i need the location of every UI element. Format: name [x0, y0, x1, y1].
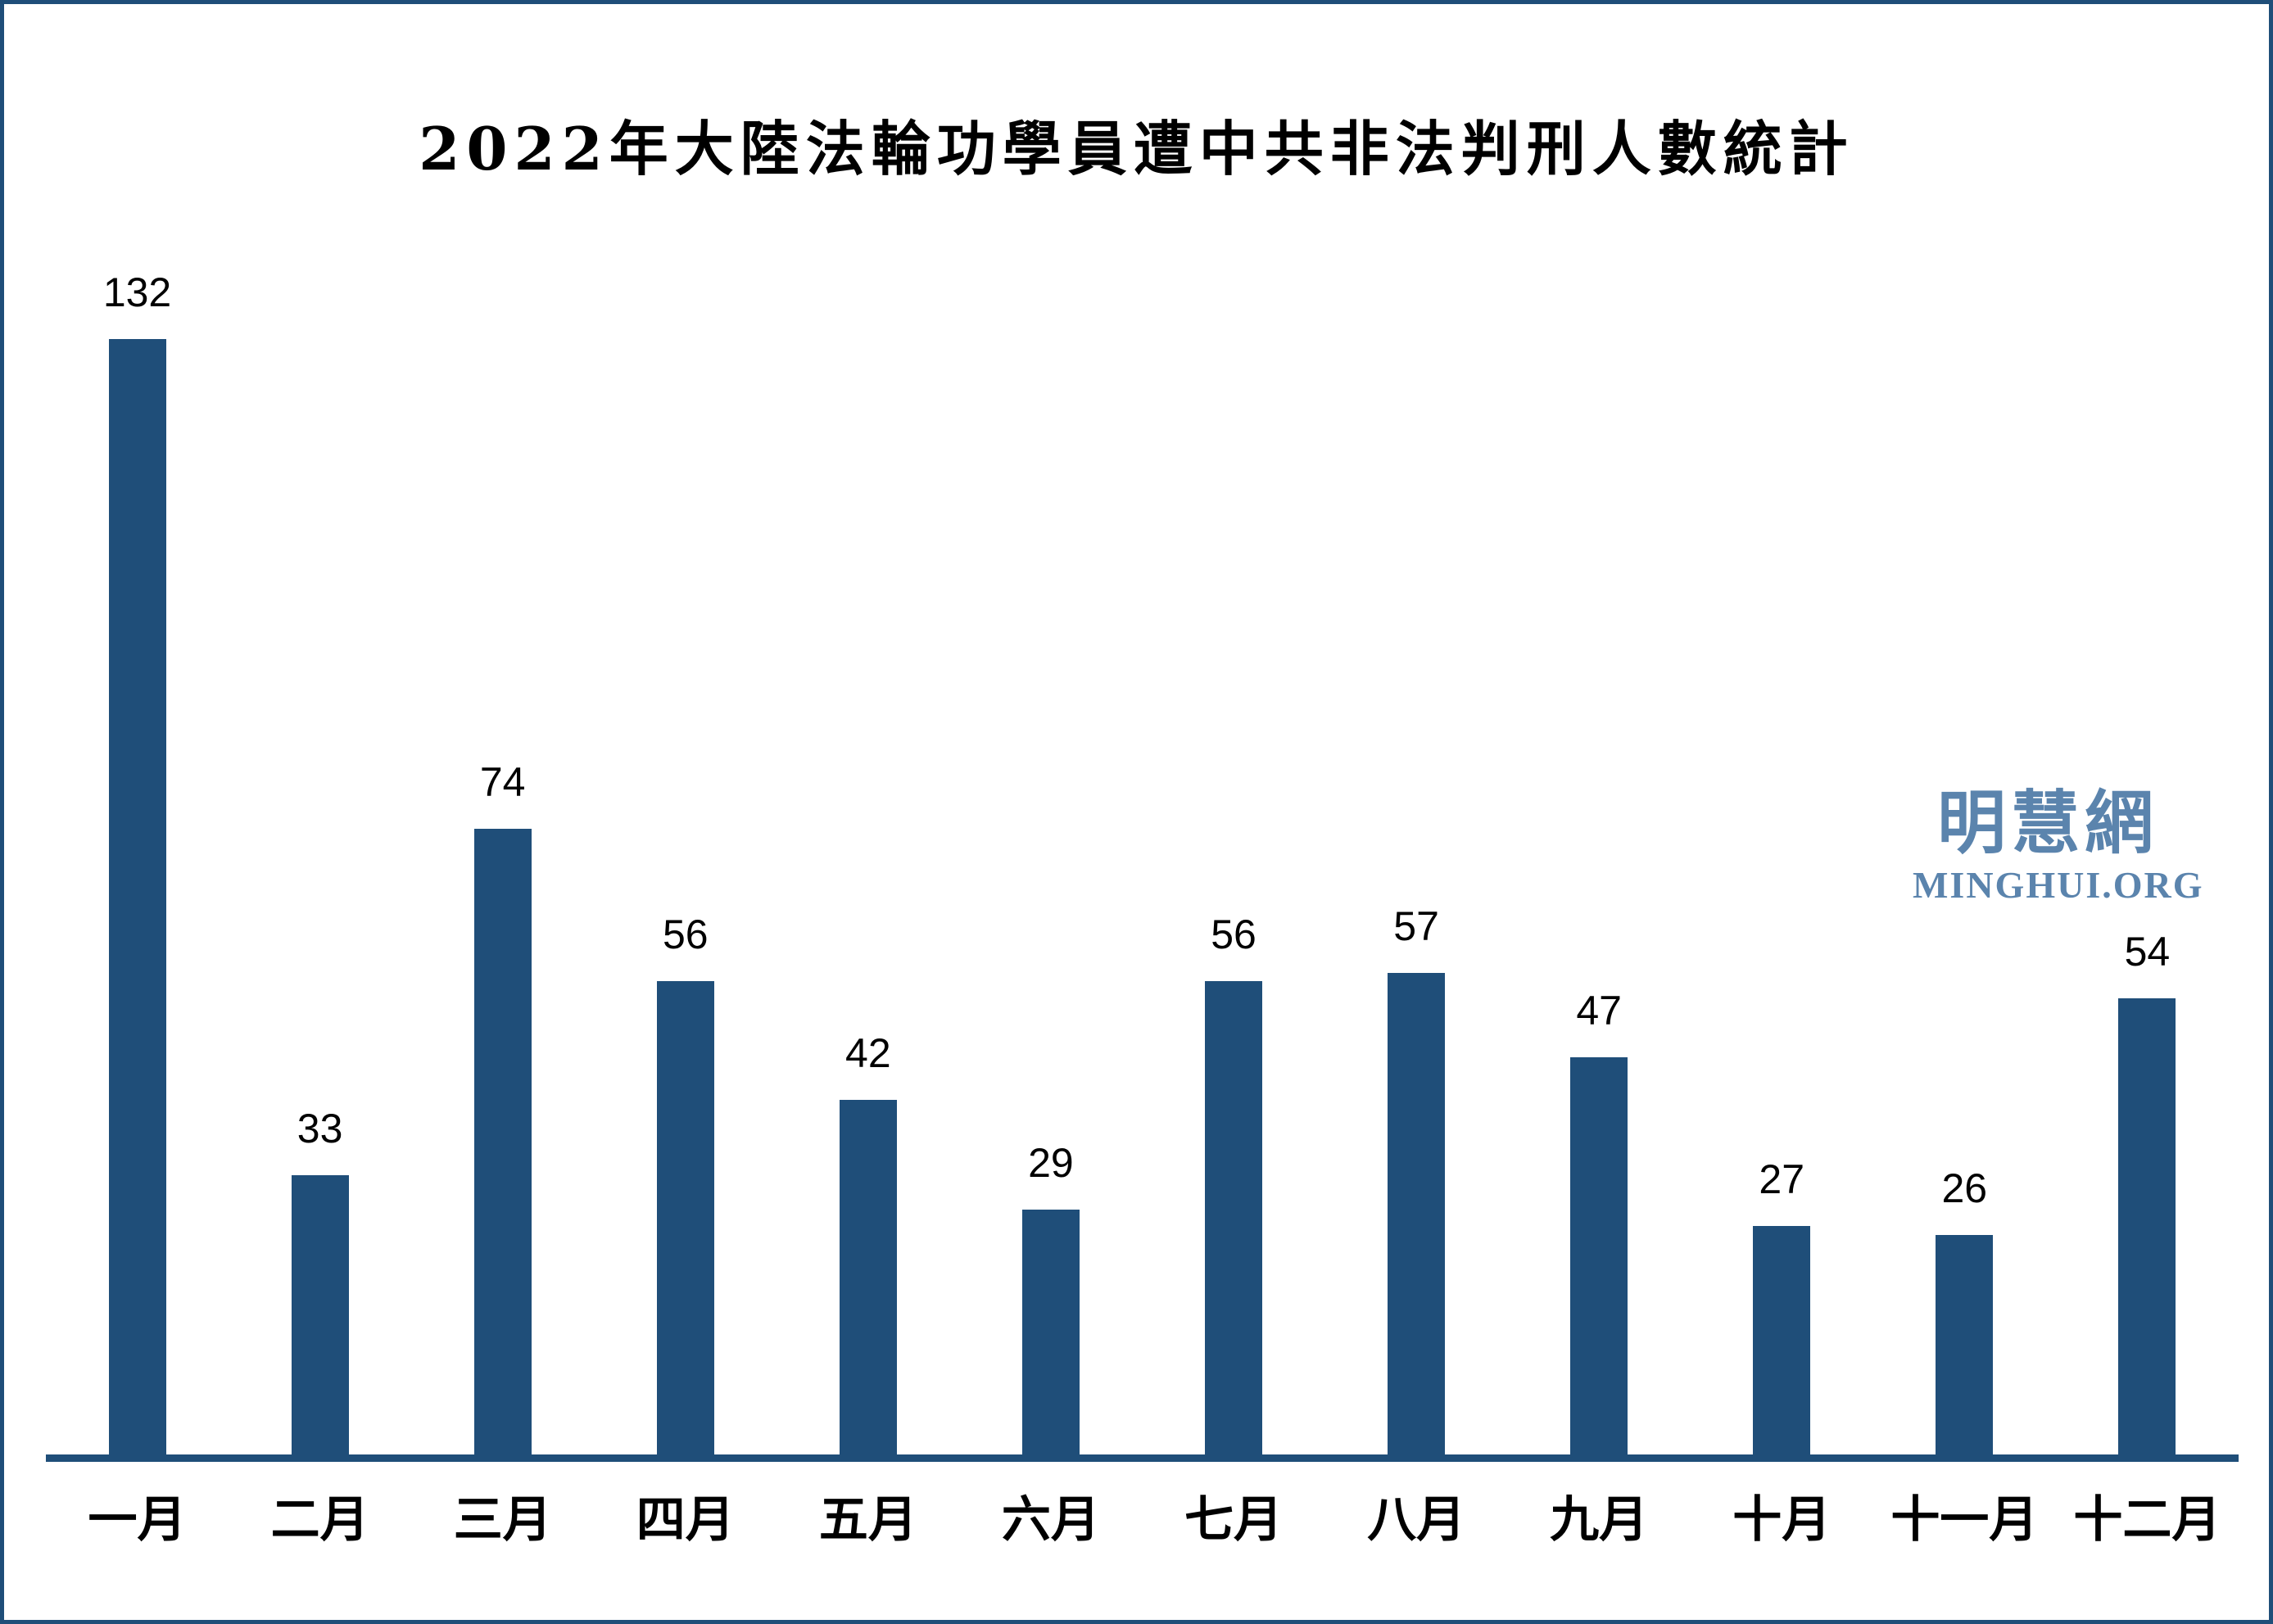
x-axis-label: 七月	[1184, 1491, 1283, 1549]
x-axis-label: 十二月	[2073, 1491, 2221, 1549]
x-axis-label: 九月	[1550, 1491, 1649, 1549]
bar	[1753, 1226, 1811, 1454]
bar	[1388, 973, 1446, 1454]
bar	[839, 1100, 897, 1454]
x-axis-label: 五月	[818, 1491, 917, 1549]
bar-group: 57	[1325, 250, 1508, 1454]
bar-group: 29	[959, 250, 1142, 1454]
minghui-watermark: 明慧網 MINGHUI.ORG	[1913, 782, 2204, 906]
bar-group: 33	[229, 250, 411, 1454]
x-axis-label: 三月	[453, 1491, 552, 1549]
bar	[656, 981, 714, 1454]
bar	[2118, 998, 2176, 1454]
bar-value-label: 27	[1759, 1156, 1805, 1202]
bar-group: 42	[777, 250, 959, 1454]
bar-value-label: 47	[1576, 988, 1622, 1034]
x-axis-label: 八月	[1367, 1491, 1466, 1549]
bar-value-label: 26	[1941, 1165, 1988, 1211]
x-axis-label: 一月	[88, 1491, 187, 1549]
bar	[291, 1175, 349, 1454]
x-axis-label: 六月	[1001, 1491, 1100, 1549]
bar	[1205, 981, 1262, 1454]
bar-value-label: 74	[479, 759, 526, 805]
watermark-url-text: MINGHUI.ORG	[1913, 864, 2204, 906]
x-axis-label: 二月	[270, 1491, 369, 1549]
bar-value-label: 56	[1211, 912, 1256, 957]
x-axis-label: 十月	[1732, 1491, 1832, 1549]
bar-value-label: 56	[662, 912, 709, 957]
chart-title: 2022年大陸法輪功學員遭中共非法判刑人數統計	[419, 114, 1854, 183]
bar-value-label: 42	[845, 1030, 891, 1076]
bar-group: 26	[1873, 250, 2056, 1454]
x-axis-label: 十一月	[1890, 1491, 2039, 1549]
plot-area: 132 33 74 56 42 29 56 57 47 27 26 54	[46, 250, 2239, 1454]
watermark-cjk-logo: 明慧網	[1936, 782, 2158, 863]
bar-group: 74	[411, 250, 594, 1454]
bar	[108, 339, 166, 1454]
bar-group: 47	[1508, 250, 1691, 1454]
bar-value-label: 57	[1393, 903, 1439, 949]
x-axis-line	[46, 1454, 2239, 1462]
bar	[1936, 1235, 1994, 1454]
bar-group: 27	[1691, 250, 1873, 1454]
bar-value-label: 33	[297, 1106, 343, 1151]
bar	[1021, 1210, 1080, 1454]
bar-group: 132	[46, 250, 229, 1454]
bar	[473, 829, 532, 1454]
bar-value-label: 132	[102, 269, 172, 315]
x-axis-labels: 一月 二月 三月 四月 五月 六月 七月 八月 九月 十月 十一月 十二月	[46, 1483, 2239, 1557]
bar-value-label: 54	[2124, 929, 2171, 975]
bar-group: 54	[2056, 250, 2239, 1454]
bar-group: 56	[1142, 250, 1324, 1454]
bar-group: 56	[594, 250, 777, 1454]
x-axis-label: 四月	[636, 1491, 735, 1549]
bar	[1570, 1057, 1628, 1454]
bar-value-label: 29	[1028, 1140, 1074, 1186]
